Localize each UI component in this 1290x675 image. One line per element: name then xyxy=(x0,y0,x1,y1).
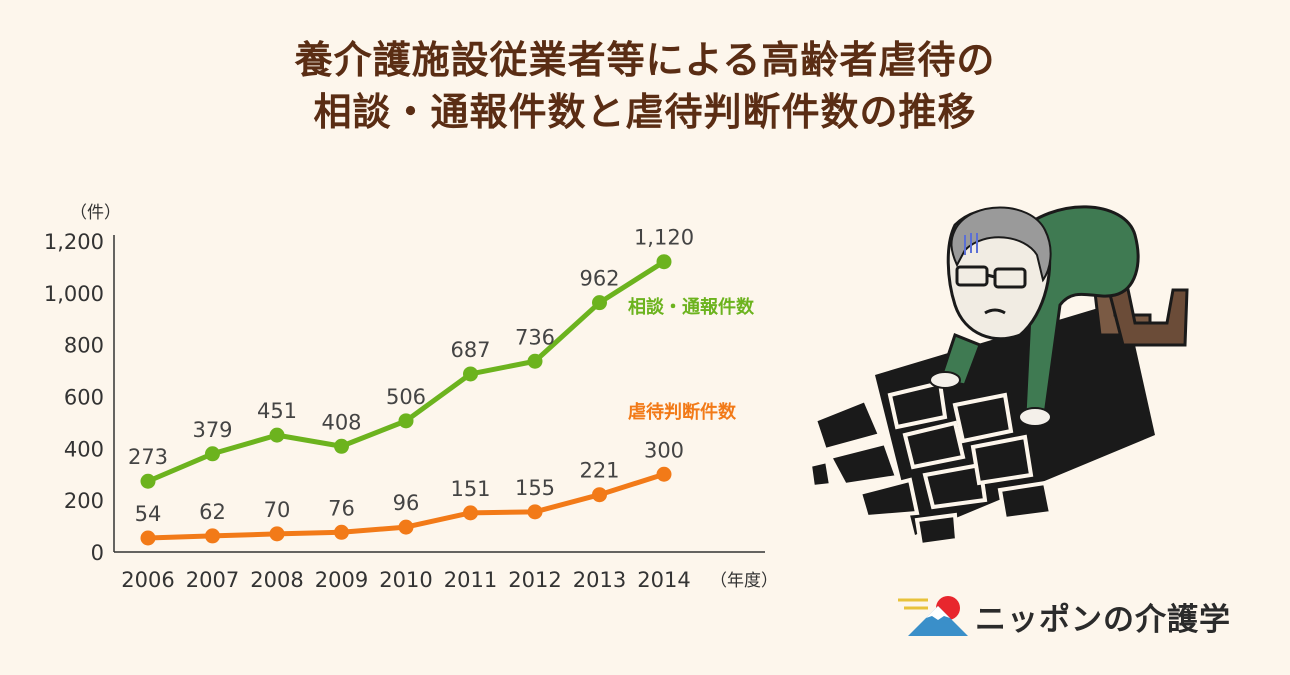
elderly-man-crawling-on-cracked-ground-icon xyxy=(807,205,1189,548)
x-tick-label: 2006 xyxy=(121,568,174,592)
data-label: 155 xyxy=(515,476,555,500)
data-label: 70 xyxy=(264,498,291,522)
data-label: 54 xyxy=(135,502,162,526)
x-tick-label: 2012 xyxy=(508,568,561,592)
y-tick-label: 400 xyxy=(64,437,104,461)
x-tick-label: 2010 xyxy=(379,568,432,592)
y-tick-label: 1,000 xyxy=(44,282,104,306)
data-point xyxy=(334,438,349,454)
data-label: 96 xyxy=(393,491,420,515)
data-label: 962 xyxy=(579,267,619,291)
x-tick-label: 2008 xyxy=(250,568,303,592)
y-tick-label: 0 xyxy=(91,541,104,565)
x-tick-label: 2013 xyxy=(573,568,626,592)
x-tick-label: 2014 xyxy=(637,568,690,592)
chart-title-line2: 相談・通報件数と虐待判断件数の推移 xyxy=(313,90,977,134)
data-point xyxy=(398,413,414,429)
data-point xyxy=(205,446,220,462)
data-label: 736 xyxy=(515,325,555,349)
x-tick-label: 2007 xyxy=(186,568,239,592)
data-point xyxy=(656,466,672,482)
data-point xyxy=(140,473,156,489)
data-point xyxy=(463,366,478,382)
chart-title-line1: 養介護施設従業者等による高齢者虐待の xyxy=(294,38,996,82)
data-label: 300 xyxy=(644,438,684,462)
data-label: 1,120 xyxy=(634,226,694,250)
y-tick-label: 600 xyxy=(64,386,104,410)
y-tick-label: 200 xyxy=(64,489,104,513)
x-tick-label: 2011 xyxy=(444,568,497,592)
data-label: 62 xyxy=(199,500,226,524)
chart-axes: 0 200 400 600 800 1,000 1,200 （件） 2006 2007 2008 20… xyxy=(44,203,778,592)
x-axis-unit-label: （年度） xyxy=(710,571,778,591)
data-point xyxy=(592,487,607,503)
chart-labels-layer: 273 379 451 408 506 687 736 962 1,120 相談・通報件数 54 62… xyxy=(128,226,755,526)
data-label: 687 xyxy=(450,338,490,362)
data-label: 151 xyxy=(450,477,490,501)
data-label: 408 xyxy=(321,410,361,434)
data-point xyxy=(269,427,285,443)
data-point xyxy=(463,505,478,521)
data-label: 221 xyxy=(579,459,619,483)
data-label: 506 xyxy=(386,385,426,409)
data-point xyxy=(592,295,607,311)
data-point xyxy=(527,353,543,369)
data-point xyxy=(656,254,672,270)
x-tick-label: 2009 xyxy=(315,568,368,592)
series-line xyxy=(147,259,666,484)
logo-text: ニッポンの介護学 xyxy=(975,602,1231,638)
data-point xyxy=(269,526,285,542)
y-axis-unit-label: （件） xyxy=(70,203,121,223)
chart-title: 養介護施設従業者等による高齢者虐待の 相談・通報件数と虐待判断件数の推移 xyxy=(0,34,1290,138)
mount-fuji-sunrise-icon xyxy=(898,596,968,636)
data-label: 379 xyxy=(192,418,232,442)
data-label: 76 xyxy=(328,496,355,520)
data-label: 451 xyxy=(257,399,297,423)
y-tick-label: 800 xyxy=(64,334,104,358)
data-point xyxy=(398,519,414,535)
y-tick-label: 1,200 xyxy=(44,230,104,254)
data-label: 273 xyxy=(128,445,168,469)
data-point xyxy=(140,530,156,546)
series-name-label: 虐待判断件数 xyxy=(628,401,737,423)
data-point xyxy=(527,504,543,520)
series-name-label: 相談・通報件数 xyxy=(628,296,755,318)
data-point xyxy=(334,524,349,540)
data-point xyxy=(205,528,220,544)
chart-series-layer xyxy=(140,254,672,546)
